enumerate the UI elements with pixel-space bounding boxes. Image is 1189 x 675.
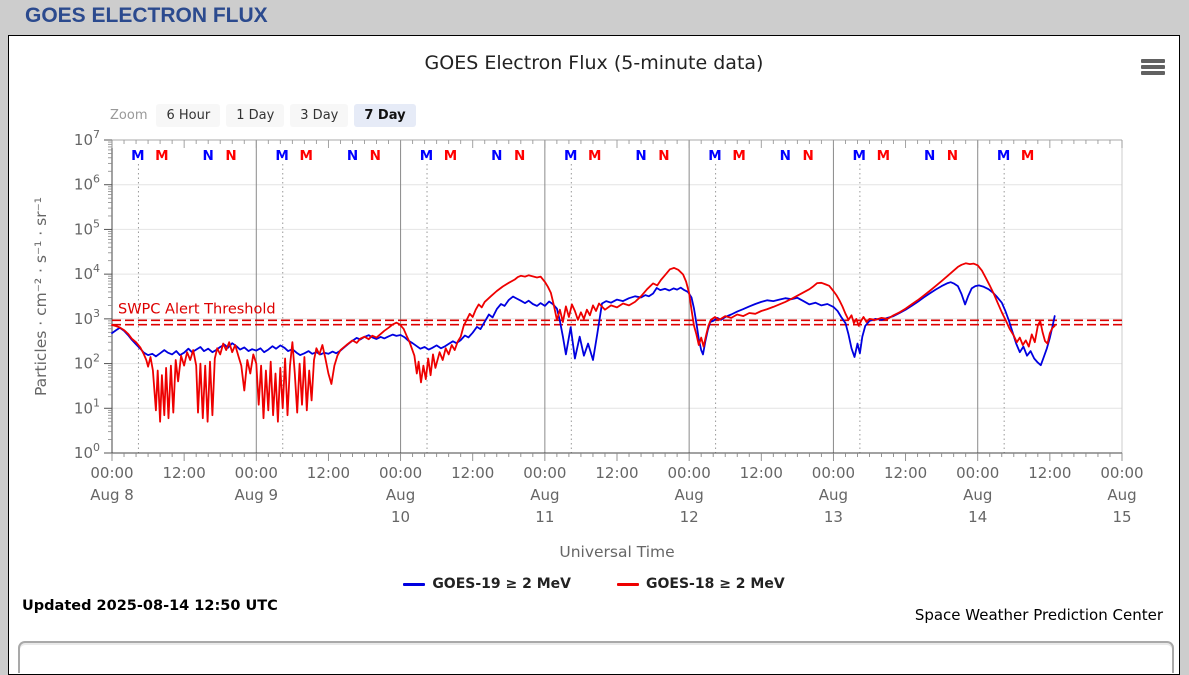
x-time-label: 00:00 <box>523 464 566 482</box>
satellite-noon-marker: N <box>203 148 214 164</box>
x-time-label: 00:00 <box>90 464 133 482</box>
x-time-label: 12:00 <box>451 464 494 482</box>
satellite-noon-marker: N <box>225 148 236 164</box>
satellite-midnight-marker: M <box>1021 148 1034 164</box>
x-time-label: 12:00 <box>1028 464 1071 482</box>
flux-chart: 100 101 102 103 104 105 106 107 00:00 12:00 00:00 1… <box>32 128 1144 561</box>
satellite-midnight-marker: M <box>444 148 457 164</box>
x-time-label: 00:00 <box>379 464 422 482</box>
x-time-label: 12:00 <box>884 464 927 482</box>
zoom-7day-button[interactable]: 7 Day <box>354 104 416 127</box>
x-date-label: Aug <box>386 486 415 504</box>
y-tick-label: 107 <box>74 128 100 149</box>
goes19-line-swatch <box>403 582 426 586</box>
x-time-label: 00:00 <box>812 464 855 482</box>
satellite-noon-marker: N <box>491 148 502 164</box>
goes18-line-swatch <box>617 582 639 586</box>
x-time-label: 00:00 <box>956 464 999 482</box>
goes19-flux-line <box>111 281 1056 367</box>
swpc-credit: Space Weather Prediction Center <box>914 606 1163 624</box>
satellite-midnight-marker: M <box>853 148 866 164</box>
x-date-label: Aug 8 <box>90 486 134 504</box>
zoom-controls: Zoom 6 Hour 1 Day 3 Day 7 Day <box>110 104 416 127</box>
satellite-noon-marker: N <box>803 148 814 164</box>
chart-title: GOES Electron Flux (5-minute data) <box>424 52 764 74</box>
y-tick-label: 102 <box>74 352 100 373</box>
x-date-label: Aug <box>674 486 703 504</box>
satellite-midnight-marker: M <box>732 148 745 164</box>
satellite-midnight-marker: M <box>155 148 168 164</box>
satellite-midnight-marker: M <box>299 148 312 164</box>
legend-item-goes18[interactable]: GOES-18 ≥ 2 MeV <box>617 576 785 592</box>
legend-label-goes19: GOES-19 ≥ 2 MeV <box>432 576 571 592</box>
zoom-6hour-button[interactable]: 6 Hour <box>156 104 221 127</box>
x-date-label: Aug <box>819 486 848 504</box>
legend-label-goes18: GOES-18 ≥ 2 MeV <box>646 576 785 592</box>
x-time-label: 00:00 <box>235 464 278 482</box>
satellite-midnight-marker: M <box>588 148 601 164</box>
x-time-label: 12:00 <box>740 464 783 482</box>
satellite-noon-marker: N <box>658 148 669 164</box>
satellite-midnight-marker: M <box>564 148 577 164</box>
x-date-label: 13 <box>824 508 843 526</box>
page: { "header": { "title": "GOES ELECTRON FL… <box>8 4 1180 675</box>
y-tick-label: 100 <box>74 441 100 462</box>
satellite-noon-marker: N <box>514 148 525 164</box>
y-axis-title: Particles · cm⁻² · s⁻¹ · sr⁻¹ <box>32 197 50 396</box>
x-time-label: 00:00 <box>1100 464 1143 482</box>
x-date-label: 11 <box>535 508 554 526</box>
satellite-noon-marker: N <box>347 148 358 164</box>
zoom-1day-button[interactable]: 1 Day <box>226 104 285 127</box>
next-section-panel <box>18 641 1174 673</box>
x-date-label: Aug <box>963 486 992 504</box>
y-tick-label: 104 <box>74 262 100 283</box>
updated-timestamp: Updated 2025-08-14 12:50 UTC <box>22 598 278 614</box>
y-tick-label: 103 <box>74 307 100 328</box>
zoom-3day-button[interactable]: 3 Day <box>290 104 349 127</box>
y-tick-label: 105 <box>74 217 100 238</box>
zoom-label: Zoom <box>110 108 148 123</box>
satellite-midnight-marker: M <box>420 148 433 164</box>
x-time-label: 12:00 <box>307 464 350 482</box>
x-axis-title: Universal Time <box>559 543 674 561</box>
goes18-flux-line <box>111 262 1056 423</box>
x-date-label: Aug <box>1107 486 1136 504</box>
satellite-noon-marker: N <box>780 148 791 164</box>
satellite-midnight-marker: M <box>275 148 288 164</box>
satellite-noon-marker: N <box>635 148 646 164</box>
x-date-label: 10 <box>391 508 410 526</box>
satellite-midnight-marker: M <box>877 148 890 164</box>
x-time-label: 00:00 <box>668 464 711 482</box>
y-tick-label: 106 <box>74 173 100 194</box>
satellite-noon-marker: N <box>370 148 381 164</box>
x-time-label: 12:00 <box>163 464 206 482</box>
satellite-midnight-marker: M <box>131 148 144 164</box>
alert-threshold-label: SWPC Alert Threshold <box>118 301 276 317</box>
page-title: GOES ELECTRON FLUX <box>25 4 268 27</box>
legend-item-goes19[interactable]: GOES-19 ≥ 2 MeV <box>403 576 571 592</box>
x-date-label: 15 <box>1112 508 1131 526</box>
x-time-label: 12:00 <box>595 464 638 482</box>
satellite-midnight-marker: M <box>708 148 721 164</box>
x-date-label: 12 <box>680 508 699 526</box>
x-date-label: 14 <box>968 508 987 526</box>
hamburger-menu-icon[interactable] <box>1141 59 1165 77</box>
satellite-noon-marker: N <box>924 148 935 164</box>
satellite-midnight-marker: M <box>997 148 1010 164</box>
x-date-label: Aug 9 <box>234 486 278 504</box>
legend: GOES-19 ≥ 2 MeV GOES-18 ≥ 2 MeV <box>8 576 1180 592</box>
satellite-noon-marker: N <box>947 148 958 164</box>
y-tick-label: 101 <box>74 396 100 417</box>
x-date-label: Aug <box>530 486 559 504</box>
